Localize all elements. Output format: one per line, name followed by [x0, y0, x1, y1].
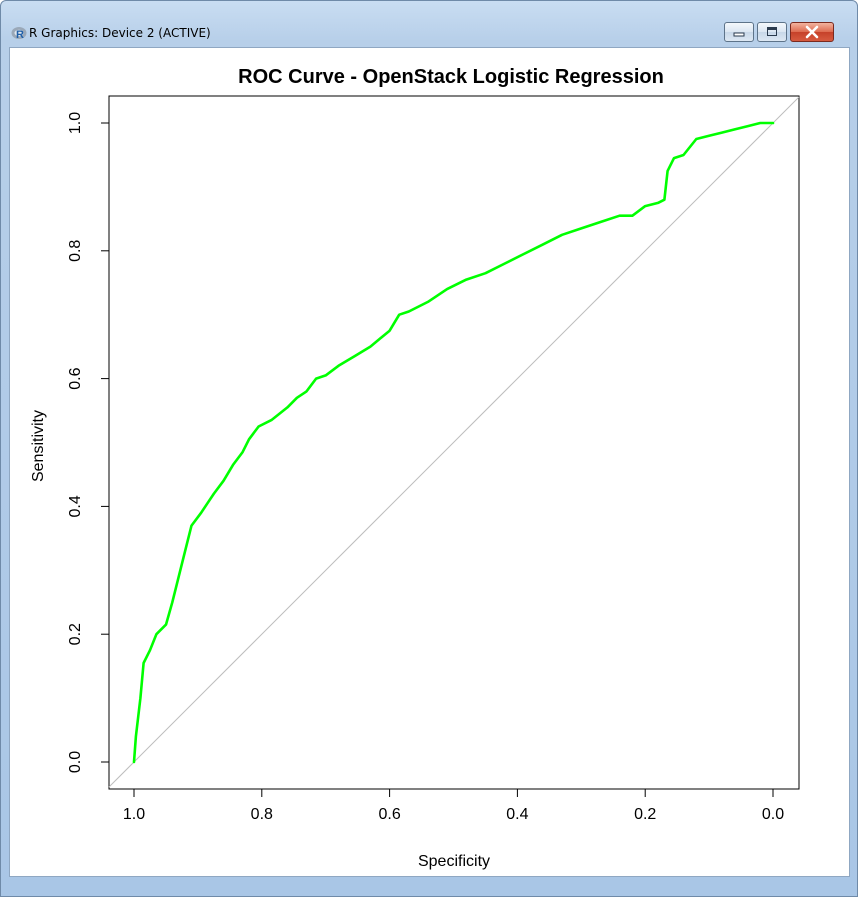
- series-group: [132, 121, 775, 764]
- x-tick-label: 1.0: [123, 806, 145, 823]
- maximize-icon: [767, 27, 777, 36]
- minimize-button[interactable]: [724, 22, 754, 42]
- x-tick-label: 0.0: [762, 806, 784, 823]
- minimize-icon: [733, 32, 745, 37]
- window-title: R Graphics: Device 2 (ACTIVE): [29, 26, 211, 40]
- x-axis-label: Specificity: [418, 853, 490, 870]
- x-tick-label: 0.8: [251, 806, 273, 823]
- svg-text:R: R: [16, 29, 24, 41]
- close-button[interactable]: [790, 22, 834, 42]
- roc-curve-line: [132, 121, 775, 764]
- y-tick-label: 0.8: [67, 240, 84, 262]
- y-tick-label: 1.0: [67, 112, 84, 134]
- title-bar[interactable]: R R Graphics: Device 2 (ACTIVE): [1, 1, 857, 42]
- r-logo-icon: R: [11, 27, 27, 41]
- y-tick-label: 0.0: [67, 751, 84, 773]
- x-tick-label: 0.2: [634, 806, 656, 823]
- x-tick-label: 0.6: [378, 806, 400, 823]
- chart-title: ROC Curve - OpenStack Logistic Regressio…: [238, 66, 664, 88]
- roc-plot: ROC Curve - OpenStack Logistic Regressio…: [30, 66, 800, 870]
- y-tick-label: 0.2: [67, 623, 84, 645]
- reference-diagonal-line: [108, 96, 800, 788]
- axes-group: 1.0 0.8 0.6 0.4 0.2 0.0 0.0 0.2 0.4 0.6 0.8 1.0: [67, 112, 784, 823]
- y-tick-label: 0.6: [67, 367, 84, 389]
- x-tick-label: 0.4: [506, 806, 528, 823]
- close-icon: [805, 25, 819, 39]
- maximize-button[interactable]: [757, 22, 787, 42]
- y-axis-label: Sensitivity: [30, 410, 47, 482]
- reference-diagonal-group: [108, 96, 800, 788]
- y-tick-label: 0.4: [67, 495, 84, 517]
- plot-canvas: ROC Curve - OpenStack Logistic Regressio…: [9, 47, 850, 877]
